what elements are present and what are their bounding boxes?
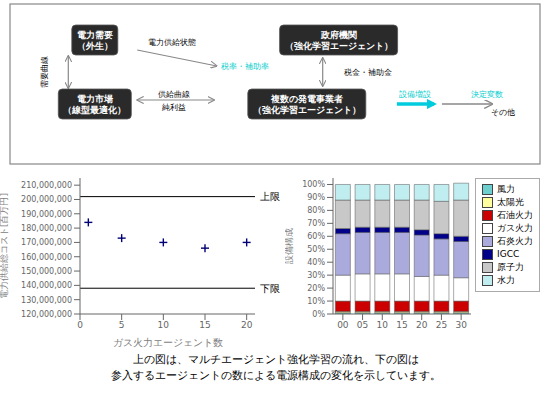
svg-text:05: 05 xyxy=(357,320,368,330)
svg-text:80%: 80% xyxy=(307,206,325,215)
svg-text:60%: 60% xyxy=(307,232,325,241)
svg-text:180,000,000: 180,000,000 xyxy=(21,224,72,233)
html-text:原子力: 原子力 xyxy=(497,262,524,272)
svg-text:140,000,000: 140,000,000 xyxy=(21,281,72,290)
svg-text:（強化学習エージェント）: （強化学習エージェント） xyxy=(285,41,393,51)
svg-text:25: 25 xyxy=(436,320,447,330)
html-text:石炎火力: 石炎火力 xyxy=(497,236,533,246)
svg-text:70%: 70% xyxy=(307,219,325,228)
svg-text:税金・補助金: 税金・補助金 xyxy=(344,68,392,77)
svg-text:15: 15 xyxy=(396,320,407,330)
svg-text:15: 15 xyxy=(199,320,210,330)
svg-text:複数の発電事業者: 複数の発電事業者 xyxy=(270,94,343,104)
svg-text:150,000,000: 150,000,000 xyxy=(21,267,72,276)
svg-text:電力市場: 電力市場 xyxy=(77,94,113,104)
svg-text:10%: 10% xyxy=(307,297,325,306)
svg-text:ガス火力エージェント数: ガス火力エージェント数 xyxy=(113,337,223,348)
svg-text:需要曲線: 需要曲線 xyxy=(40,56,49,88)
svg-text:政府機関: 政府機関 xyxy=(320,30,357,40)
svg-text:設備構成: 設備構成 xyxy=(285,228,294,264)
svg-text:170,000,000: 170,000,000 xyxy=(21,238,72,247)
svg-text:純利益: 純利益 xyxy=(162,103,186,112)
svg-text:30: 30 xyxy=(455,320,467,330)
svg-text:20: 20 xyxy=(416,320,428,330)
svg-text:20: 20 xyxy=(241,320,253,330)
html-text:石油火力: 石油火力 xyxy=(497,210,533,220)
svg-text:210,000,000: 210,000,000 xyxy=(21,181,72,190)
svg-text:90%: 90% xyxy=(307,193,325,202)
svg-text:決定変数: 決定変数 xyxy=(471,90,503,99)
svg-text:0%: 0% xyxy=(312,310,325,319)
svg-text:下限: 下限 xyxy=(260,283,280,294)
html-text:IGCC: IGCC xyxy=(497,249,520,259)
svg-text:10: 10 xyxy=(158,320,170,330)
svg-text:20%: 20% xyxy=(307,284,325,293)
svg-text:200,000,000: 200,000,000 xyxy=(21,195,72,204)
html-text:水力: 水力 xyxy=(497,275,515,285)
svg-text:供給曲線: 供給曲線 xyxy=(158,90,190,99)
svg-text:40%: 40% xyxy=(307,258,325,267)
svg-text:（線型最適化）: （線型最適化） xyxy=(63,105,126,115)
svg-text:00: 00 xyxy=(337,320,349,330)
html-text:上の図は、マルチエージェント強化学習の流れ、下の図は: 上の図は、マルチエージェント強化学習の流れ、下の図は xyxy=(132,353,419,366)
svg-text:120,000,000: 120,000,000 xyxy=(21,310,72,319)
svg-text:100%: 100% xyxy=(302,180,325,189)
svg-text:160,000,000: 160,000,000 xyxy=(21,253,72,262)
html-text:風力: 風力 xyxy=(497,184,515,194)
svg-text:税率・補助率: 税率・補助率 xyxy=(221,62,269,71)
svg-text:（外生）: （外生） xyxy=(77,41,113,51)
html-text:太陽光: 太陽光 xyxy=(497,197,524,207)
svg-text:50%: 50% xyxy=(307,245,325,254)
svg-text:0: 0 xyxy=(77,320,83,330)
svg-text:（強化学習エージェント）: （強化学習エージェント） xyxy=(253,105,361,115)
svg-text:190,000,000: 190,000,000 xyxy=(21,210,72,219)
html-text:ガス火力: ガス火力 xyxy=(497,223,533,233)
svg-text:その他: その他 xyxy=(491,108,515,117)
svg-text:上限: 上限 xyxy=(260,191,280,202)
svg-text:電力供給総コスト[百万円]: 電力供給総コスト[百万円] xyxy=(8,193,9,299)
svg-text:10: 10 xyxy=(377,320,389,330)
svg-text:電力需要: 電力需要 xyxy=(77,30,113,40)
html-text:参入するエージェントの数による電源構成の変化を示しています。: 参入するエージェントの数による電源構成の変化を示しています。 xyxy=(110,369,441,382)
svg-text:30%: 30% xyxy=(307,271,325,280)
svg-text:130,000,000: 130,000,000 xyxy=(21,296,72,305)
svg-text:電力供給状態: 電力供給状態 xyxy=(148,38,196,47)
svg-text:設備増設: 設備増設 xyxy=(399,90,431,99)
svg-text:5: 5 xyxy=(119,320,125,330)
